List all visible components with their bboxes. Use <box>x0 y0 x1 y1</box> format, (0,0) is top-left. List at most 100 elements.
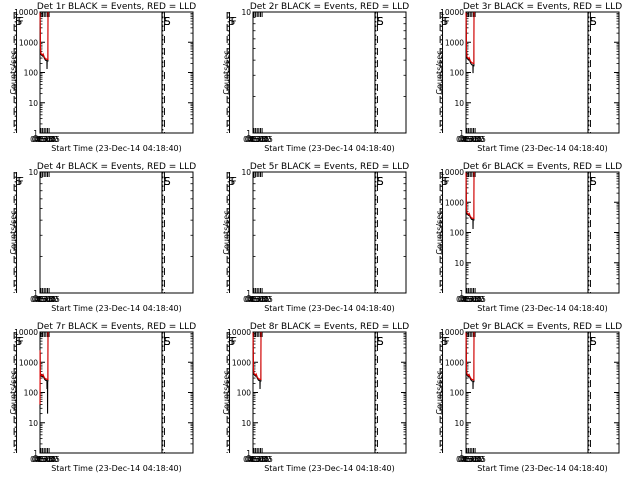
y-axis-label: Counts/sec <box>222 50 231 94</box>
series-line <box>465 11 475 74</box>
time-marker-label: S <box>15 335 22 348</box>
time-marker-label: E <box>589 335 596 348</box>
time-marker-label: E <box>589 175 596 188</box>
chart-panel: Det 8r BLACK = Events, RED = LLD 1 10 100 10… <box>222 322 409 473</box>
series-line <box>39 11 49 70</box>
x-tick-label: 04:30 <box>456 455 478 464</box>
time-marker-label: S <box>590 175 597 188</box>
x-tick-label: 04:30 <box>456 135 478 144</box>
y-tick-label: 1000 <box>445 358 464 367</box>
y-axis-label: Counts/sec <box>9 370 18 414</box>
time-marker-label: S <box>441 175 448 188</box>
x-tick-label: 04:30 <box>243 135 265 144</box>
time-marker-label: F <box>18 335 24 348</box>
y-tick-label: 100 <box>450 389 465 398</box>
x-tick-label: 05:00 <box>246 135 268 144</box>
x-tick-label: 04:30 <box>30 295 52 304</box>
y-tick-label: 10 <box>28 99 38 108</box>
x-axis-label: Start Time (23-Dec-14 04:18:40) <box>477 304 608 313</box>
x-tick-label: 05:15 <box>35 295 57 304</box>
x-tick-label: 04:45 <box>245 135 267 144</box>
x-tick-label: 05:45 <box>251 135 273 144</box>
y-tick-label: 10 <box>241 168 251 177</box>
time-marker-label: E <box>376 175 383 188</box>
y-tick-label: 1 <box>33 449 38 458</box>
time-marker-label: S <box>164 15 171 28</box>
x-tick-label: 05:00 <box>246 295 268 304</box>
time-marker-label: S <box>15 175 22 188</box>
x-tick-label: 05:30 <box>37 295 59 304</box>
y-tick-label: 10000 <box>440 168 464 177</box>
y-tick-label: 100 <box>450 229 465 238</box>
x-tick-label: 05:15 <box>461 135 483 144</box>
time-marker-label: S <box>164 175 171 188</box>
chart-panel: Det 5r BLACK = Events, RED = LLD 1 10 04:30… <box>222 162 409 313</box>
x-tick-label: 05:45 <box>38 455 60 464</box>
x-tick-label: 04:30 <box>456 295 478 304</box>
x-tick-label: 04:45 <box>458 135 480 144</box>
series-line <box>465 171 475 220</box>
chart-title: Det 2r BLACK = Events, RED = LLD <box>250 2 409 12</box>
series-line <box>39 331 49 405</box>
y-tick-label: 100 <box>24 389 39 398</box>
x-tick-label: 04:45 <box>458 295 480 304</box>
x-tick-label: 04:45 <box>245 295 267 304</box>
x-tick-label: 05:00 <box>459 295 481 304</box>
x-tick-label: 05:30 <box>250 455 272 464</box>
series-line <box>252 331 262 381</box>
time-marker-label: S <box>228 335 235 348</box>
y-tick-label: 100 <box>24 69 39 78</box>
x-tick-label: 05:00 <box>459 455 481 464</box>
time-marker-label: S <box>441 15 448 28</box>
y-tick-label: 10 <box>28 419 38 428</box>
y-tick-label: 1 <box>459 449 464 458</box>
time-marker-label: F <box>231 175 237 188</box>
x-tick-label: 05:45 <box>38 135 60 144</box>
x-tick-label: 04:45 <box>32 295 54 304</box>
y-tick-label: 1 <box>33 129 38 138</box>
y-tick-label: 10 <box>454 259 464 268</box>
chart-title: Det 1r BLACK = Events, RED = LLD <box>37 2 196 12</box>
x-tick-label: 04:30 <box>243 295 265 304</box>
chart-title: Det 3r BLACK = Events, RED = LLD <box>463 2 622 12</box>
y-tick-label: 100 <box>237 389 252 398</box>
x-tick-label: 05:45 <box>251 295 273 304</box>
y-axis-label: Counts/sec <box>9 50 18 94</box>
time-marker-label: E <box>163 335 170 348</box>
y-tick-label: 1 <box>246 129 251 138</box>
time-marker-label: S <box>441 335 448 348</box>
chart-title: Det 6r BLACK = Events, RED = LLD <box>463 162 622 172</box>
x-tick-label: 05:30 <box>463 135 485 144</box>
x-tick-label: 05:45 <box>38 295 60 304</box>
x-axis-label: Start Time (23-Dec-14 04:18:40) <box>51 464 182 473</box>
y-tick-label: 1 <box>33 289 38 298</box>
x-tick-label: 04:45 <box>458 455 480 464</box>
y-tick-label: 10 <box>241 419 251 428</box>
y-axis-label: Counts/sec <box>9 210 18 254</box>
plot-frame <box>465 331 620 454</box>
x-axis-label: Start Time (23-Dec-14 04:18:40) <box>477 464 608 473</box>
x-tick-label: 05:00 <box>33 295 55 304</box>
y-axis-label: Counts/sec <box>222 370 231 414</box>
time-marker-label: S <box>590 15 597 28</box>
time-marker-label: S <box>164 335 171 348</box>
x-tick-label: 05:30 <box>463 455 485 464</box>
plot-frame <box>252 331 407 454</box>
series-line <box>252 331 262 390</box>
x-tick-label: 05:30 <box>250 135 272 144</box>
x-axis-label: Start Time (23-Dec-14 04:18:40) <box>51 304 182 313</box>
plot-frame <box>39 331 194 454</box>
plot-frame <box>465 11 620 134</box>
x-tick-label: 05:00 <box>33 455 55 464</box>
y-tick-label: 1000 <box>19 38 38 47</box>
x-tick-label: 05:15 <box>35 455 57 464</box>
x-tick-label: 05:30 <box>37 455 59 464</box>
x-tick-label: 05:15 <box>461 295 483 304</box>
y-tick-label: 10000 <box>14 328 38 337</box>
plot-frame <box>39 11 194 134</box>
y-tick-label: 10000 <box>440 8 464 17</box>
x-tick-label: 04:45 <box>245 455 267 464</box>
x-tick-label: 04:45 <box>32 135 54 144</box>
x-tick-label: 04:30 <box>243 455 265 464</box>
